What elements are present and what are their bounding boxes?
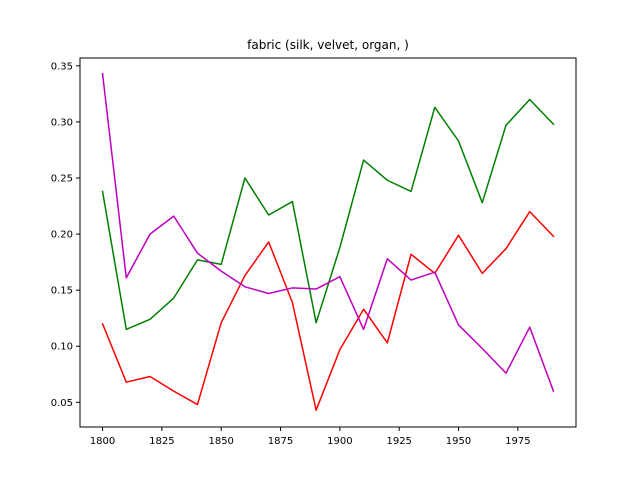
- x-tick-label: 1875: [268, 436, 293, 447]
- x-tick-label: 1975: [505, 436, 530, 447]
- axes-frame: [79, 57, 577, 428]
- series-line-2: [101, 98, 555, 331]
- x-tick-label: 1925: [386, 436, 411, 447]
- series-line-1: [101, 210, 555, 411]
- y-tick-label: 0.10: [51, 342, 73, 353]
- series-line-3: [101, 72, 555, 393]
- axes: 1800 1825 1850 1875 1900 1925 1950 1975 0.05 0.10…: [51, 57, 577, 447]
- x-tick-label: 1800: [90, 436, 115, 447]
- y-tick-label: 0.15: [51, 286, 73, 297]
- y-tick-label: 0.30: [51, 117, 73, 128]
- y-tick-label: 0.05: [51, 398, 73, 409]
- plot-area: [80, 58, 576, 427]
- chart-title: fabric (silk, velvet, organ, ): [247, 38, 409, 52]
- x-tick-label: 1900: [327, 436, 352, 447]
- x-tick-label: 1850: [208, 436, 233, 447]
- x-tick-label: 1950: [446, 436, 471, 447]
- x-tick-label: 1825: [149, 436, 174, 447]
- y-tick-label: 0.35: [51, 61, 73, 72]
- plot-background: [80, 58, 576, 427]
- y-tick-label: 0.20: [51, 230, 73, 241]
- y-tick-label: 0.25: [51, 174, 73, 185]
